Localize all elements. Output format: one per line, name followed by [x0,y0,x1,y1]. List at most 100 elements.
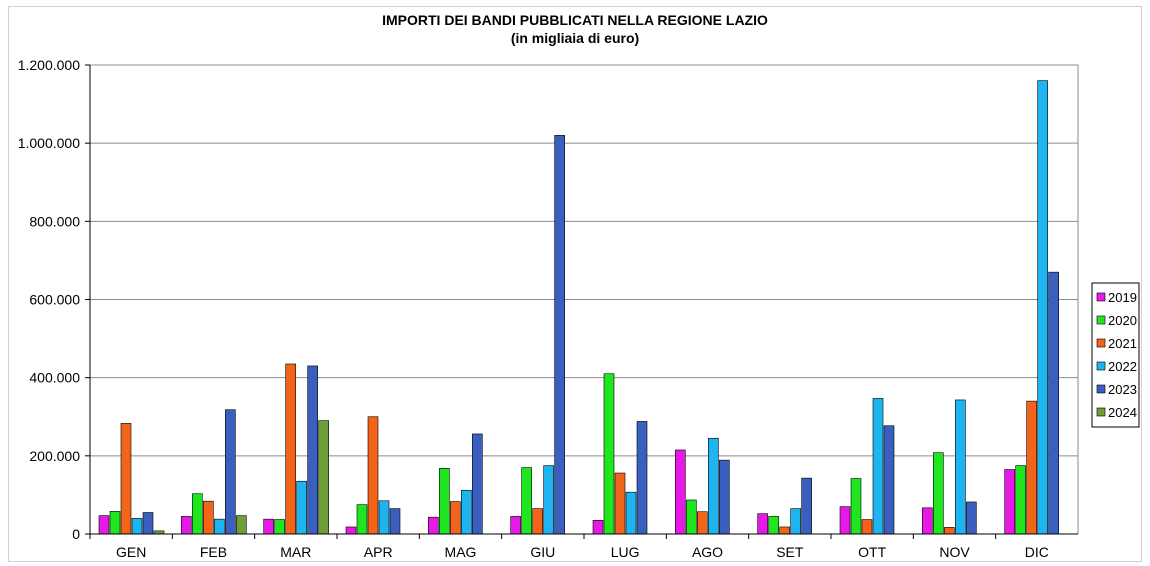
y-tick-label: 400.000 [29,370,80,386]
bar-2024-mar [318,420,329,535]
bar-2023-ago [719,459,730,535]
x-tick-label: NOV [939,544,970,560]
bar-2022-apr [378,500,390,535]
x-tick-label: DIC [1025,544,1049,560]
bar-2019-ott [839,506,851,535]
axes: 0 200.000 400.000 600.000 800.000 1.000.000 1.… [18,57,1078,560]
x-tick-label: GEN [116,544,146,560]
bar-2019-giu [510,516,521,535]
bar-2020-apr [356,504,368,535]
bar-2019-set [757,513,768,535]
bar-2021-ott [861,519,873,535]
bar-2021-dic [1026,400,1037,535]
bar-2020-ago [686,499,697,535]
bar-2019-feb [181,516,192,535]
legend-label-2024: 2024 [1108,405,1137,420]
chart-subtitle: (in migliaia di euro) [510,30,640,46]
bar-2022-mag [461,489,472,535]
bar-2023-nov [966,501,977,535]
bar-2023-lug [636,421,648,535]
chart-title: IMPORTI DEI BANDI PUBBLICATI NELLA REGIO… [382,12,768,28]
bar-2021-lug [614,472,626,535]
bar-2021-mag [450,501,461,535]
bar-2024-feb [236,515,247,535]
bar-2022-giu [543,465,554,535]
bar-2023-giu [554,135,565,535]
gridlines [90,64,1079,535]
bar-2019-ago [675,449,686,535]
bar-2019-mar [263,518,274,535]
bar-2020-mar [274,519,285,535]
bar-2023-mar [307,365,318,535]
legend-swatch-2019 [1096,292,1106,302]
x-tick-label: APR [364,544,393,560]
bar-2019-nov [922,507,933,535]
legend-label-2019: 2019 [1108,290,1137,305]
chart-frame [8,6,1142,562]
bar-2021-ago [697,511,708,535]
legend-swatch-2024 [1096,407,1106,417]
bar-2023-mag [472,433,483,535]
bar-2021-set [779,526,790,535]
x-tick-label: SET [776,544,804,560]
bar-2022-gen [131,518,143,535]
bar-2022-mar [296,480,307,535]
legend-swatch-2021 [1096,338,1106,348]
legend-label-2022: 2022 [1108,359,1137,374]
legend-label-2020: 2020 [1108,313,1137,328]
x-tick-label: GIU [530,544,555,560]
bar-2022-dic [1037,80,1048,535]
bars [98,80,1059,535]
bar-2019-lug [592,520,604,535]
x-tick-label: MAR [280,544,311,560]
bar-2023-gen [142,512,154,535]
y-tick-label: 1.000.000 [18,135,80,151]
bar-2019-mag [428,516,439,535]
bar-2021-mar [285,363,296,535]
legend-box [1091,282,1140,428]
x-tick-label: MAG [445,544,477,560]
legend-label-2021: 2021 [1108,336,1137,351]
bar-2019-gen [98,515,110,535]
bar-2021-feb [203,500,214,535]
bar-2021-apr [367,416,379,535]
legend: 2019 2020 2021 2022 2023 2024 [1091,282,1140,428]
bar-2022-ott [872,398,884,535]
bar-2021-giu [532,508,543,535]
bar-2020-set [768,516,779,535]
legend-swatch-2022 [1096,361,1106,371]
bar-2020-lug [603,373,615,535]
bar-2019-apr [345,526,357,535]
bar-2023-apr [389,508,401,535]
y-tick-label: 600.000 [29,292,80,308]
x-tick-label: OTT [858,544,886,560]
x-tick-label: AGO [692,544,723,560]
bar-2019-dic [1004,469,1015,535]
legend-swatch-2023 [1096,384,1106,394]
bar-2023-ott [883,425,895,535]
bar-2022-feb [214,518,225,535]
bar-2020-feb [192,493,203,535]
bar-2020-ott [850,478,862,535]
bar-2020-nov [933,452,944,535]
y-tick-label: 800.000 [29,213,80,229]
bar-2023-feb [225,409,236,535]
bar-2021-nov [944,527,955,535]
y-tick-label: 0 [72,526,80,542]
legend-swatch-2020 [1096,315,1106,325]
bar-2023-dic [1048,271,1059,535]
y-tick-label: 1.200.000 [18,57,80,73]
bar-2022-set [790,508,801,535]
bar-2022-ago [708,437,719,535]
x-tick-label: FEB [200,544,227,560]
bar-2020-mag [439,468,450,535]
bar-2020-giu [521,467,532,535]
bar-2023-set [801,477,812,535]
bar-2020-dic [1015,465,1026,535]
bar-2020-gen [109,511,121,535]
legend-label-2023: 2023 [1108,382,1137,397]
y-tick-label: 200.000 [29,448,80,464]
bar-2022-nov [955,399,966,535]
x-tick-label: LUG [611,544,640,560]
bar-2021-gen [120,423,132,535]
